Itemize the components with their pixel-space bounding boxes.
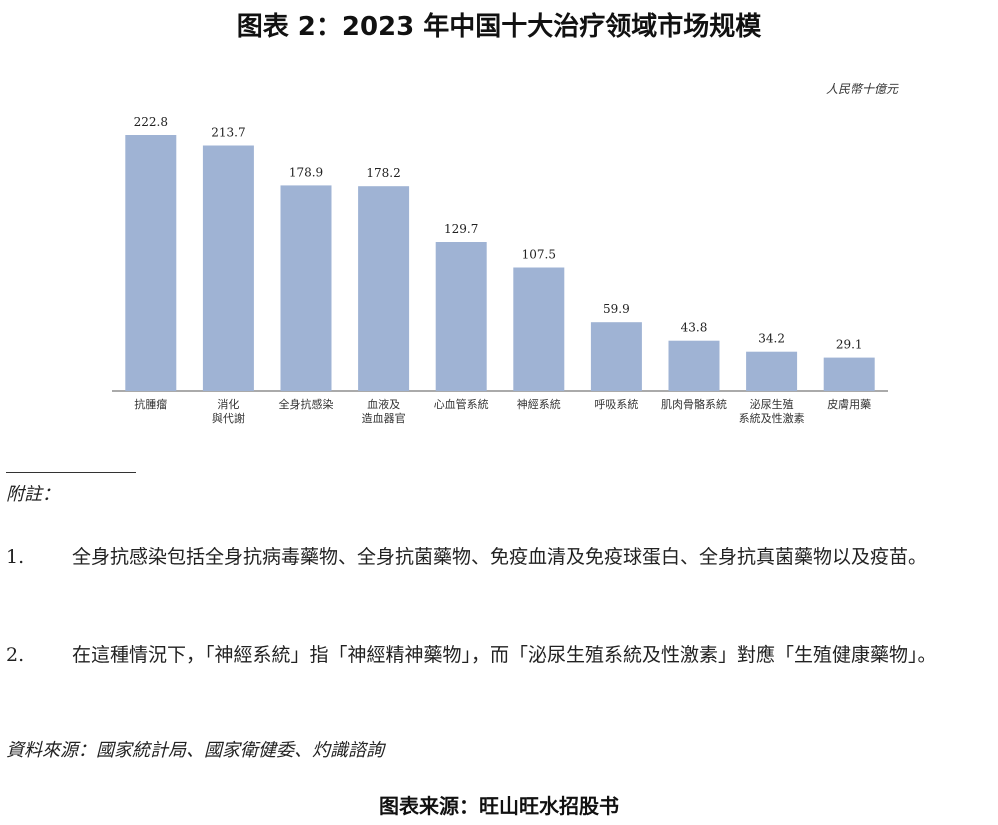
category-label: 呼吸系統 [594, 397, 638, 411]
bar-value-label: 34.2 [758, 332, 785, 346]
bar [202, 145, 254, 391]
notes-heading: 附註： [6, 484, 60, 505]
bar [513, 267, 565, 391]
note-number: 2. [6, 644, 25, 666]
category-label: 血液及 [367, 397, 400, 411]
figure-source-footer: 图表来源：旺山旺水招股书 [379, 794, 619, 818]
category-label: 系統及性激素 [739, 411, 805, 425]
bar [668, 340, 720, 391]
category-label: 與代謝 [212, 411, 245, 425]
category-label: 造血器官 [362, 411, 406, 425]
category-label: 皮膚用藥 [827, 397, 871, 411]
bar-value-label: 129.7 [444, 222, 478, 236]
bar-value-label: 178.2 [366, 166, 400, 180]
category-label: 肌肉骨骼系統 [661, 397, 727, 411]
bar [435, 242, 487, 391]
bar [746, 351, 798, 391]
category-label: 心血管系統 [434, 397, 489, 411]
category-label: 全身抗感染 [279, 397, 334, 411]
bar [590, 322, 642, 391]
note-number: 1. [6, 546, 25, 568]
notes-separator [6, 472, 136, 473]
category-label: 抗腫瘤 [134, 397, 167, 411]
bar-value-label: 107.5 [522, 248, 556, 262]
bar [125, 135, 177, 391]
category-label: 消化 [217, 397, 239, 411]
bar-value-label: 178.9 [289, 165, 323, 179]
category-label: 泌尿生殖 [750, 397, 794, 411]
bar [280, 185, 332, 391]
bar-value-label: 43.8 [681, 321, 708, 335]
category-label: 神經系統 [517, 397, 561, 411]
bar [358, 186, 410, 391]
bar-value-label: 213.7 [211, 126, 245, 140]
unit-label: 人民幣十億元 [825, 82, 898, 96]
bar-value-label: 29.1 [836, 338, 863, 352]
figure-title: 图表 2：2023 年中国十大治疗领域市场规模 [236, 12, 762, 42]
bar-value-label: 59.9 [603, 302, 630, 316]
data-source: 資料來源：國家統計局、國家衛健委、灼識諮詢 [6, 740, 384, 761]
bar-value-label: 222.8 [134, 115, 168, 129]
note-text: 全身抗感染包括全身抗病毒藥物、全身抗菌藥物、免疫血清及免疫球蛋白、全身抗真菌藥物… [72, 546, 928, 568]
note-text: 在這種情況下，「神經系統」指「神經精神藥物」，而「泌尿生殖系統及性激素」對應「生… [72, 644, 937, 666]
bar [823, 357, 875, 391]
